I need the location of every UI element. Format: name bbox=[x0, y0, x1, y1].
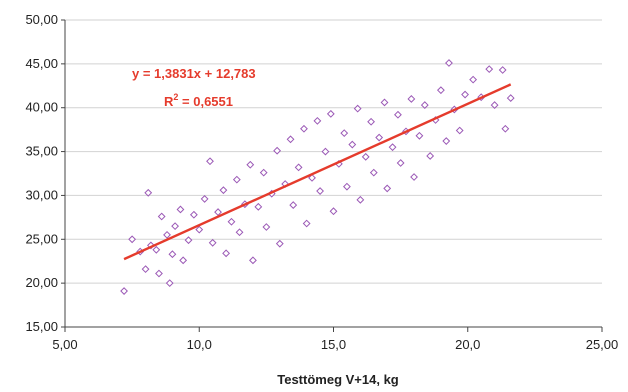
y-axis-ticks: 15,00 20,00 25,00 30,00 35,00 40,00 45,00 50,00 bbox=[25, 12, 65, 334]
gridlines bbox=[65, 19, 602, 284]
y-tick-label: 30,00 bbox=[25, 187, 58, 202]
r-squared-superscript: 2 bbox=[173, 92, 178, 102]
data-point bbox=[302, 219, 311, 228]
r-squared-value: = 0,6551 bbox=[178, 94, 233, 109]
data-point bbox=[321, 147, 330, 156]
data-point bbox=[367, 117, 375, 126]
data-point bbox=[485, 65, 494, 74]
data-point bbox=[232, 175, 241, 184]
y-tick-label: 25,00 bbox=[25, 231, 58, 246]
data-point bbox=[262, 223, 271, 231]
data-point bbox=[222, 249, 231, 258]
data-point bbox=[313, 116, 322, 125]
data-point bbox=[415, 131, 424, 140]
data-point bbox=[214, 208, 222, 217]
data-point bbox=[388, 143, 397, 152]
data-point bbox=[383, 184, 392, 193]
data-point bbox=[348, 140, 357, 149]
data-point bbox=[436, 86, 445, 95]
data-point bbox=[498, 66, 507, 74]
y-tick-label: 15,00 bbox=[25, 319, 58, 334]
data-point bbox=[353, 104, 362, 113]
data-point bbox=[235, 228, 244, 237]
data-point bbox=[168, 250, 177, 259]
data-point bbox=[155, 269, 163, 278]
data-point bbox=[394, 110, 402, 119]
data-point bbox=[195, 225, 204, 234]
data-point bbox=[289, 201, 298, 209]
data-point bbox=[128, 235, 137, 244]
data-point bbox=[246, 160, 255, 169]
x-tick-label: 10,0 bbox=[187, 337, 212, 352]
data-point bbox=[356, 195, 365, 204]
r-squared-label: R2 = 0,6551 bbox=[164, 92, 233, 109]
data-point bbox=[308, 173, 316, 182]
trendline-equation: y = 1,3831x + 12,783 bbox=[132, 66, 256, 81]
data-point bbox=[461, 90, 469, 99]
data-point bbox=[445, 59, 453, 67]
y-tick-label: 35,00 bbox=[25, 144, 58, 159]
data-point bbox=[407, 95, 416, 103]
y-tick-label: 45,00 bbox=[25, 56, 58, 71]
data-point bbox=[219, 186, 228, 195]
y-tick-label: 40,00 bbox=[25, 100, 58, 115]
data-point bbox=[259, 168, 268, 177]
data-point bbox=[329, 207, 338, 216]
data-point bbox=[165, 279, 174, 288]
data-point bbox=[490, 101, 499, 109]
data-point bbox=[455, 126, 464, 135]
data-point bbox=[300, 124, 308, 133]
data-point bbox=[227, 217, 236, 226]
data-point bbox=[152, 245, 161, 254]
data-point bbox=[275, 239, 284, 248]
data-point bbox=[506, 94, 515, 102]
data-point bbox=[469, 75, 478, 84]
data-point bbox=[426, 152, 435, 160]
data-point bbox=[340, 129, 349, 138]
data-point bbox=[171, 222, 179, 231]
data-point bbox=[157, 212, 166, 221]
data-point bbox=[294, 163, 303, 172]
data-point bbox=[375, 133, 384, 142]
y-tick-label: 50,00 bbox=[25, 12, 58, 27]
trendline bbox=[123, 83, 512, 261]
data-point bbox=[189, 210, 198, 219]
data-point bbox=[120, 287, 128, 295]
data-point bbox=[273, 146, 282, 155]
data-point bbox=[286, 135, 295, 144]
data-point bbox=[316, 187, 324, 195]
r-squared-symbol: R bbox=[164, 94, 174, 109]
x-tick-label: 20,0 bbox=[455, 337, 480, 352]
data-point bbox=[141, 265, 150, 274]
data-point bbox=[501, 124, 510, 133]
data-point bbox=[254, 202, 263, 211]
data-point bbox=[442, 137, 451, 145]
x-axis-label: Testtömeg V+14, kg bbox=[277, 372, 399, 387]
data-point bbox=[179, 256, 188, 265]
data-point bbox=[361, 152, 370, 161]
data-point bbox=[380, 98, 389, 107]
data-point bbox=[420, 101, 429, 109]
data-point bbox=[163, 230, 171, 239]
data-point bbox=[249, 256, 257, 265]
data-points bbox=[120, 59, 515, 295]
x-axis-ticks: 5,00 10,0 15,0 20,0 25,00 bbox=[52, 327, 618, 352]
data-point bbox=[396, 159, 405, 167]
data-point bbox=[184, 236, 193, 245]
data-point bbox=[326, 109, 335, 118]
x-tick-label: 5,00 bbox=[52, 337, 77, 352]
data-point bbox=[206, 157, 214, 166]
x-tick-label: 25,00 bbox=[586, 337, 619, 352]
data-point bbox=[144, 188, 153, 197]
data-point bbox=[208, 238, 217, 247]
data-point bbox=[343, 182, 351, 191]
y-tick-label: 20,00 bbox=[25, 275, 58, 290]
data-point bbox=[176, 205, 185, 214]
x-tick-label: 15,0 bbox=[321, 337, 346, 352]
data-point bbox=[200, 195, 209, 203]
data-point bbox=[369, 168, 378, 177]
data-point bbox=[410, 173, 418, 181]
